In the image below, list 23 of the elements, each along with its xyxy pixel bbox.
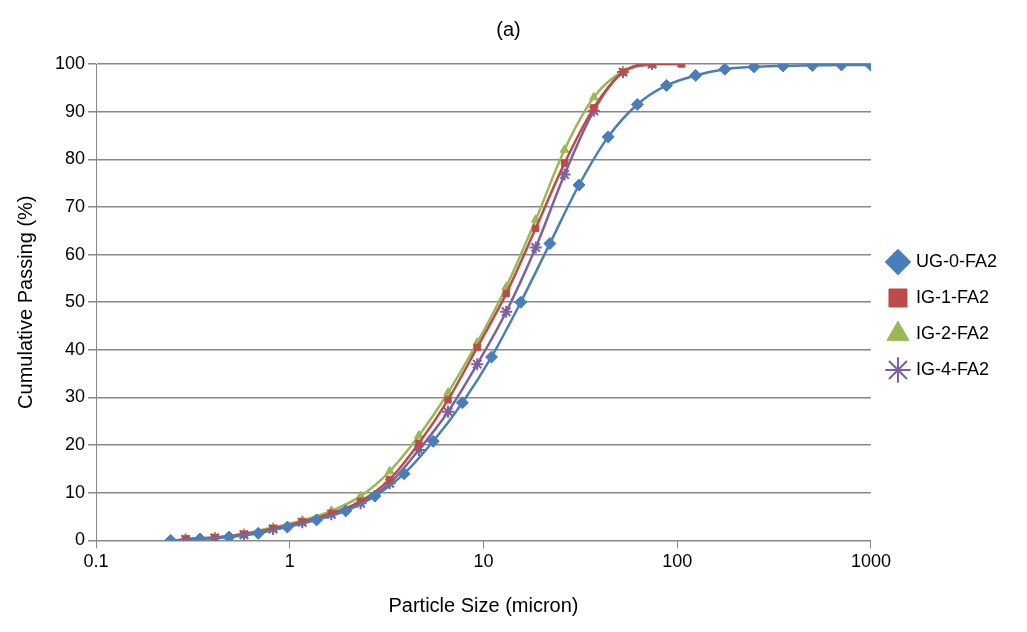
y-tick-label: 30 xyxy=(65,386,86,407)
y-axis-title: Cumulative Passing (%) xyxy=(13,195,36,409)
x-tick-label: 1000 xyxy=(850,551,892,572)
legend-label: IG-1-FA2 xyxy=(915,286,990,307)
y-tick-label: 90 xyxy=(65,100,86,121)
y-tick-label: 60 xyxy=(65,243,86,264)
y-tick-label: 100 xyxy=(54,52,86,73)
chart-title: (a) xyxy=(496,17,521,40)
y-tick-label: 70 xyxy=(65,195,86,216)
y-tick-label: 80 xyxy=(65,148,86,169)
legend-label: UG-0-FA2 xyxy=(915,250,998,271)
y-tick-label: 0 xyxy=(75,529,86,550)
x-tick-label: 0.1 xyxy=(83,551,109,572)
x-tick-label: 100 xyxy=(662,551,693,572)
y-tick-label: 50 xyxy=(65,291,86,312)
legend-label: IG-4-FA2 xyxy=(915,358,990,379)
x-axis-title: Particle Size (micron) xyxy=(388,593,579,616)
y-tick-label: 20 xyxy=(65,434,86,455)
y-tick-label: 40 xyxy=(65,338,86,359)
x-tick-label: 1 xyxy=(284,551,295,572)
y-tick-label: 10 xyxy=(65,481,86,502)
x-tick-label: 10 xyxy=(473,551,494,572)
legend-label: IG-2-FA2 xyxy=(915,322,990,343)
